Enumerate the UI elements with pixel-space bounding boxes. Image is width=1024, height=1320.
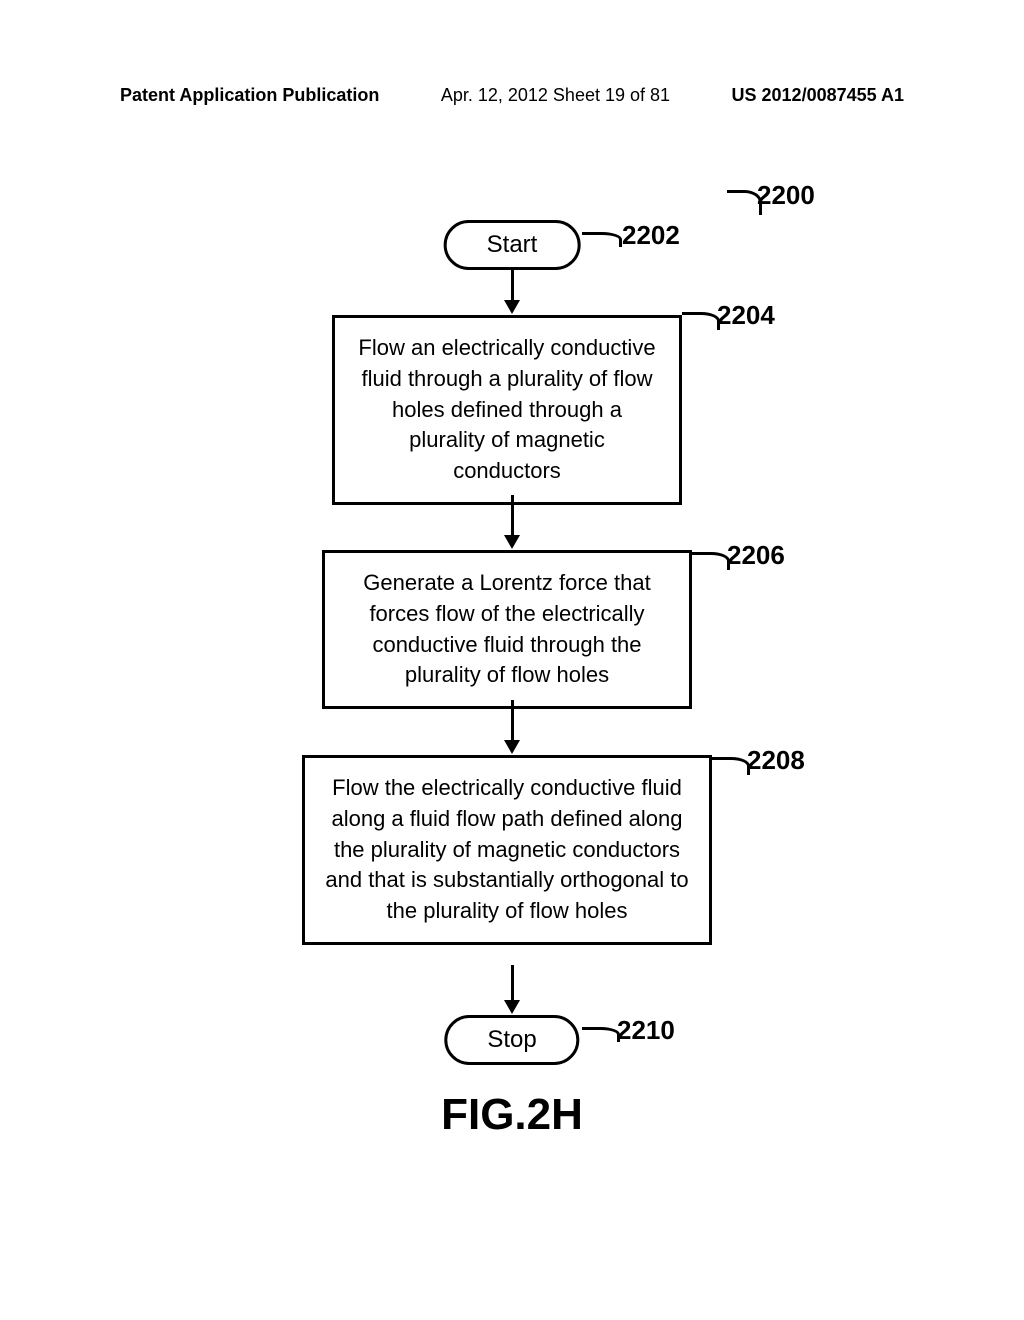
ref-connector-2208 <box>712 757 750 775</box>
arrow-2 <box>504 495 520 549</box>
ref-label-2200: 2200 <box>757 180 815 211</box>
stop-label: Stop <box>487 1026 536 1053</box>
ref-label-2210: 2210 <box>617 1015 675 1046</box>
process-step-1: Flow an electrically conductive fluid th… <box>332 315 682 505</box>
ref-label-2202: 2202 <box>622 220 680 251</box>
header-date-sheet: Apr. 12, 2012 Sheet 19 of 81 <box>441 85 670 106</box>
figure-title: FIG.2H <box>441 1090 583 1140</box>
arrow-4 <box>504 965 520 1014</box>
ref-connector-2206 <box>692 552 730 570</box>
arrow-3 <box>504 700 520 754</box>
ref-label-2208: 2208 <box>747 745 805 776</box>
ref-connector-2202 <box>582 232 622 247</box>
ref-label-2204: 2204 <box>717 300 775 331</box>
header-publication: Patent Application Publication <box>120 85 379 106</box>
step2-label: Generate a Lorentz force that forces flo… <box>363 570 650 687</box>
ref-label-2206: 2206 <box>727 540 785 571</box>
header-patent-number: US 2012/0087455 A1 <box>732 85 904 106</box>
process-step-2: Generate a Lorentz force that forces flo… <box>322 550 692 709</box>
ref-connector-2204 <box>682 312 720 330</box>
ref-connector-2210 <box>582 1027 620 1042</box>
start-node: Start <box>444 220 581 270</box>
start-label: Start <box>487 231 538 258</box>
stop-node: Stop <box>444 1015 579 1065</box>
step3-label: Flow the electrically conductive fluid a… <box>325 775 688 923</box>
process-step-3: Flow the electrically conductive fluid a… <box>302 755 712 945</box>
arrow-1 <box>504 270 520 314</box>
step1-label: Flow an electrically conductive fluid th… <box>358 335 655 483</box>
page-header: Patent Application Publication Apr. 12, … <box>0 85 1024 106</box>
